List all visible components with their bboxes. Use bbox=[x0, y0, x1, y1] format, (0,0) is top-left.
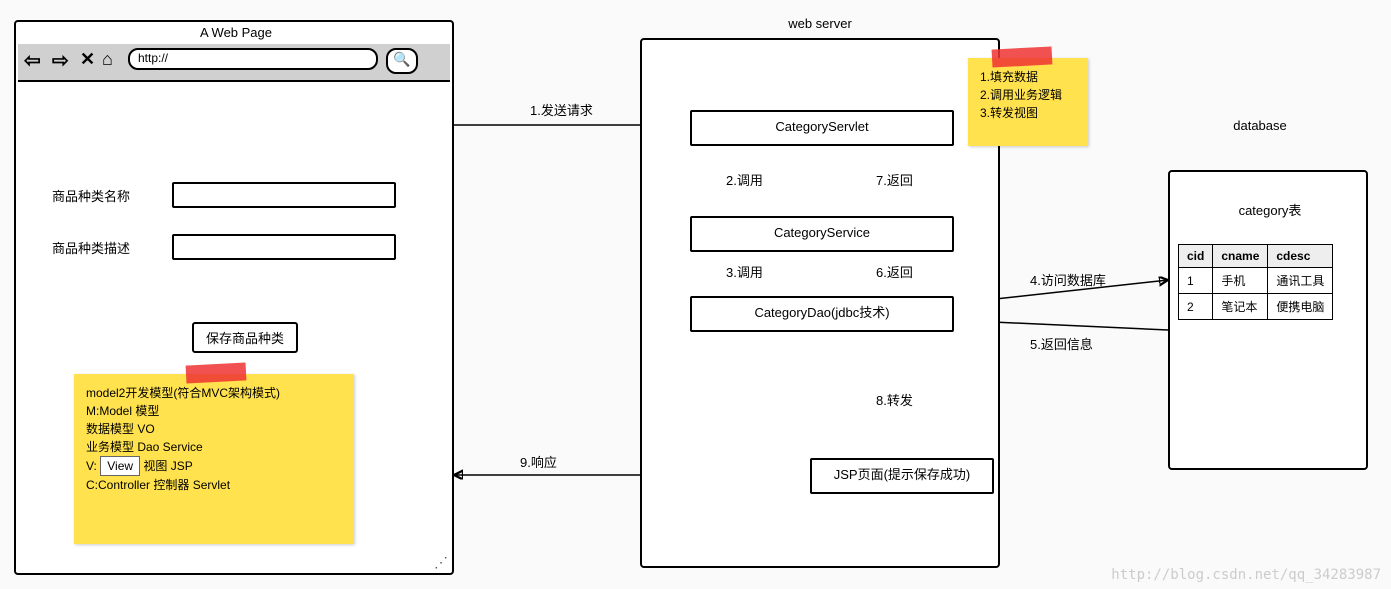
edge-label-1: 1.发送请求 bbox=[530, 100, 593, 119]
edge-label-8: 8.转发 bbox=[876, 390, 913, 409]
table-row: 2 笔记本 便携电脑 bbox=[1179, 294, 1333, 320]
browser-title: A Web Page bbox=[166, 25, 306, 40]
search-icon[interactable]: 🔍 bbox=[386, 48, 418, 74]
edge-label-3: 3.调用 bbox=[726, 262, 763, 281]
col-header: cdesc bbox=[1268, 245, 1333, 268]
col-header: cid bbox=[1179, 245, 1213, 268]
sticky-line: 3.转发视图 bbox=[980, 104, 1076, 122]
form-label-name: 商品种类名称 bbox=[52, 186, 130, 205]
browser-window: A Web Page ⇦ ⇨ ✕ ⌂ http:// 🔍 商品种类名称 商品种类… bbox=[14, 20, 454, 575]
watermark: http://blog.csdn.net/qq_34283987 bbox=[1111, 567, 1381, 583]
sticky-line: C:Controller 控制器 Servlet bbox=[86, 476, 342, 494]
edge-label-2: 2.调用 bbox=[726, 170, 763, 189]
product-name-input[interactable] bbox=[172, 182, 396, 208]
browser-toolbar: ⇦ ⇨ ✕ ⌂ http:// 🔍 bbox=[18, 44, 450, 82]
edge-label-6: 6.返回 bbox=[876, 262, 913, 281]
view-box: View bbox=[100, 456, 140, 476]
edge-label-4: 4.访问数据库 bbox=[1030, 270, 1106, 289]
sticky-line: 数据模型 VO bbox=[86, 420, 342, 438]
forward-icon[interactable]: ⇨ bbox=[52, 48, 69, 73]
servlet-box: CategoryServlet bbox=[690, 110, 954, 146]
table-title: category表 bbox=[1220, 200, 1320, 219]
sticky-line: M:Model 模型 bbox=[86, 402, 342, 420]
dao-box: CategoryDao(jdbc技术) bbox=[690, 296, 954, 332]
sticky-line: 1.填充数据 bbox=[980, 68, 1076, 86]
sticky-note-mvc: model2开发模型(符合MVC架构模式) M:Model 模型 数据模型 VO… bbox=[74, 374, 354, 544]
database-title: database bbox=[1210, 118, 1310, 133]
stop-icon[interactable]: ✕ bbox=[80, 49, 95, 70]
url-input[interactable]: http:// bbox=[128, 48, 378, 70]
resize-icon: ⋰ bbox=[434, 554, 448, 571]
product-desc-input[interactable] bbox=[172, 234, 396, 260]
server-title: web server bbox=[760, 16, 880, 31]
sticky-line: V: View 视图 JSP bbox=[86, 456, 342, 476]
sticky-line: model2开发模型(符合MVC架构模式) bbox=[86, 384, 342, 402]
category-table: cid cname cdesc 1 手机 通讯工具 2 笔记本 便携电脑 bbox=[1178, 244, 1333, 320]
tape-icon bbox=[992, 46, 1053, 67]
sticky-line: 2.调用业务逻辑 bbox=[980, 86, 1076, 104]
home-icon[interactable]: ⌂ bbox=[102, 49, 113, 70]
edge-label-7: 7.返回 bbox=[876, 170, 913, 189]
jsp-box: JSP页面(提示保存成功) bbox=[810, 458, 994, 494]
sticky-note-server: 1.填充数据 2.调用业务逻辑 3.转发视图 bbox=[968, 58, 1088, 146]
form-label-desc: 商品种类描述 bbox=[52, 238, 130, 257]
sticky-line: 业务模型 Dao Service bbox=[86, 438, 342, 456]
table-header-row: cid cname cdesc bbox=[1179, 245, 1333, 268]
edge-label-9: 9.响应 bbox=[520, 452, 557, 471]
service-box: CategoryService bbox=[690, 216, 954, 252]
back-icon[interactable]: ⇦ bbox=[24, 48, 41, 73]
col-header: cname bbox=[1213, 245, 1268, 268]
save-button[interactable]: 保存商品种类 bbox=[192, 322, 298, 353]
table-row: 1 手机 通讯工具 bbox=[1179, 268, 1333, 294]
tape-icon bbox=[186, 362, 247, 383]
edge-label-5: 5.返回信息 bbox=[1030, 334, 1093, 353]
